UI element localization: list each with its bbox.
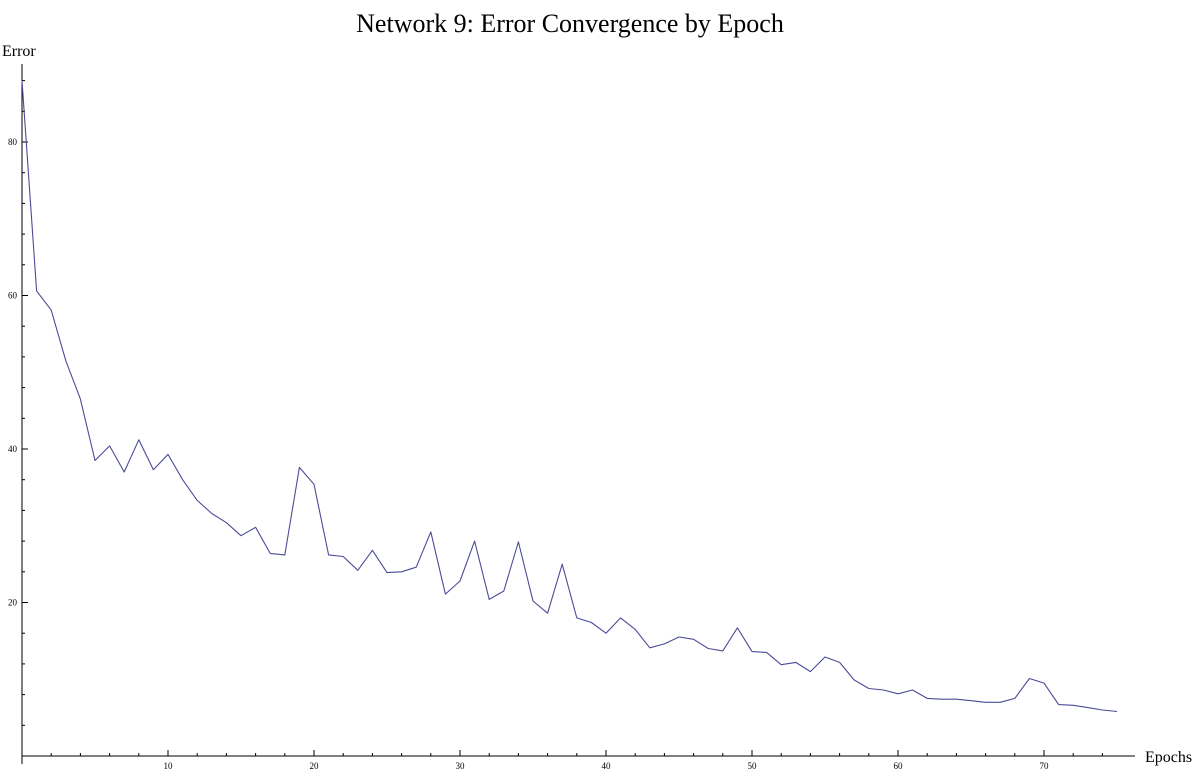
x-tick-label: 40 — [602, 761, 612, 771]
x-tick-label: 60 — [894, 761, 904, 771]
x-tick-label: 10 — [164, 761, 174, 771]
y-tick-label: 60 — [8, 291, 18, 301]
chart-title: Network 9: Error Convergence by Epoch — [356, 9, 784, 38]
series-group — [21, 80, 1118, 713]
tick-marks — [22, 80, 1103, 756]
y-tick-label: 80 — [8, 137, 18, 147]
y-tick-label: 20 — [8, 598, 18, 608]
x-tick-label: 70 — [1040, 761, 1050, 771]
axes — [21, 64, 1135, 764]
x-tick-label: 30 — [456, 761, 466, 771]
x-tick-label: 50 — [748, 761, 758, 771]
y-tick-label: 40 — [8, 444, 18, 454]
series-line-1 — [21, 80, 1118, 713]
x-axis-label: Epochs — [1145, 749, 1192, 766]
tick-labels: 10 20 30 40 50 60 70 20 40 60 80 — [8, 137, 1049, 771]
y-axis-label: Error — [2, 43, 36, 60]
x-tick-label: 20 — [310, 761, 320, 771]
